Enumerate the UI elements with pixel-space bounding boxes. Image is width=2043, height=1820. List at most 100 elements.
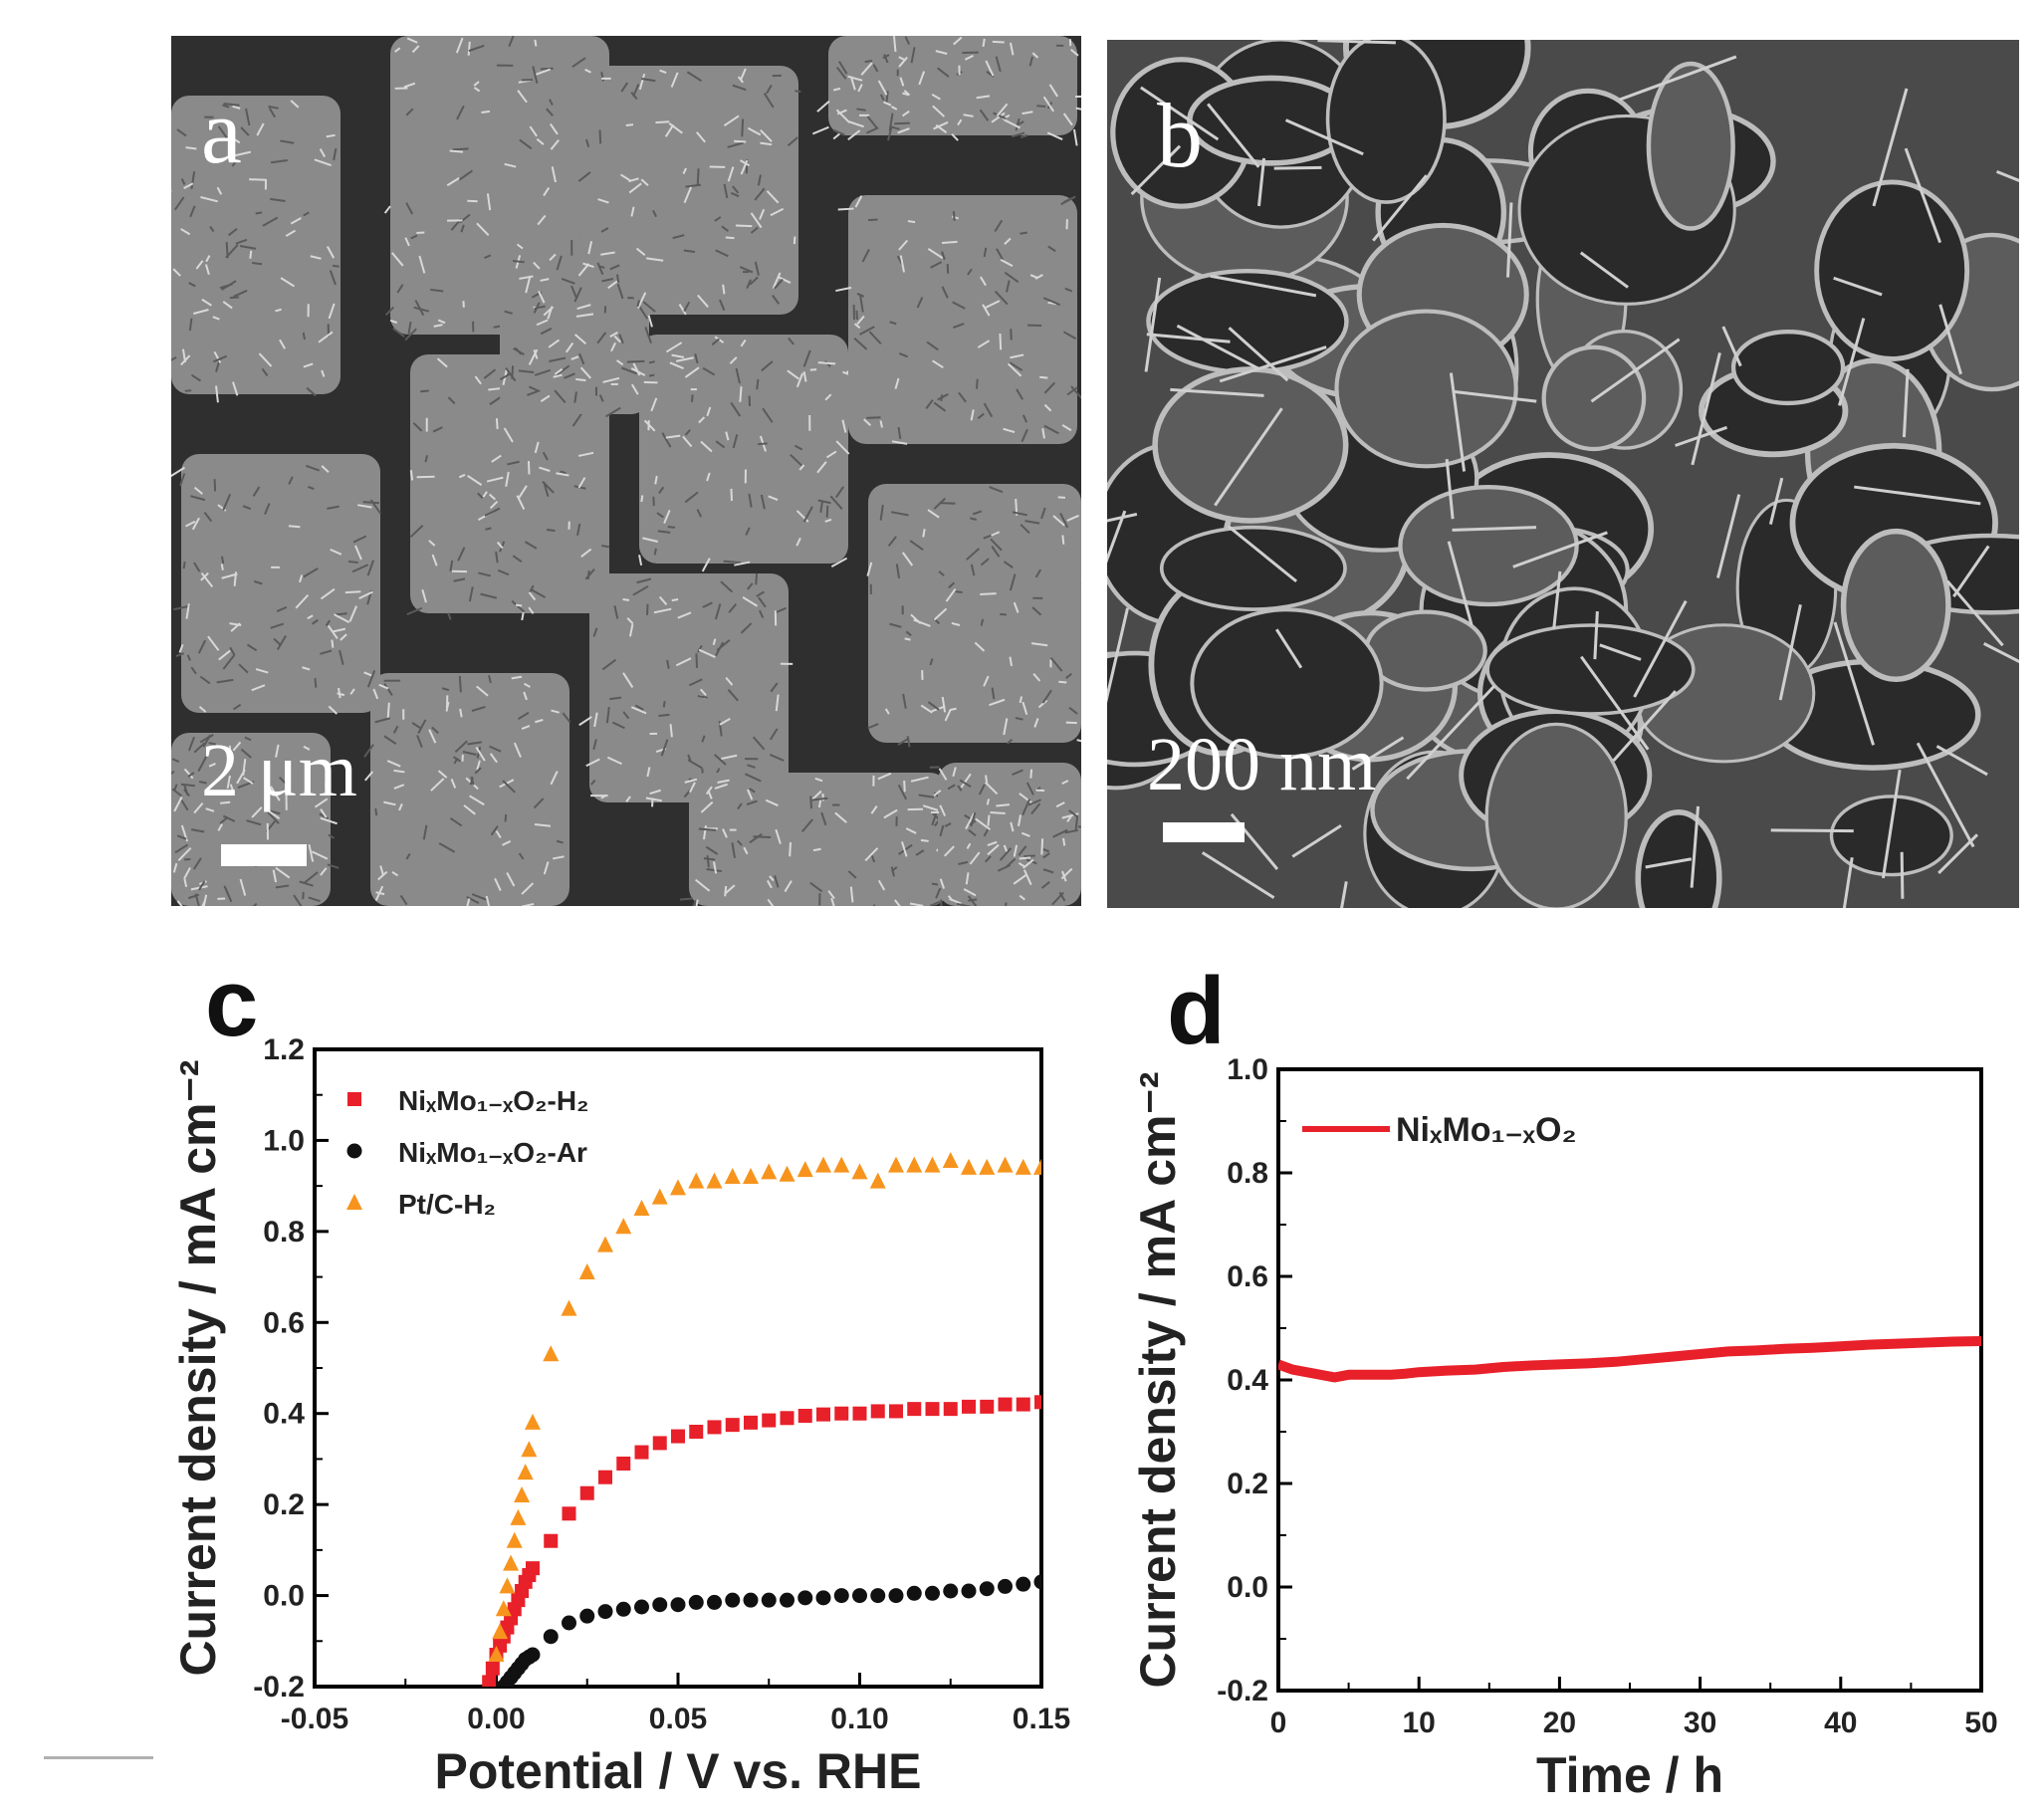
sem-a-flake [698, 648, 716, 658]
sem-a-flake [1020, 523, 1030, 535]
sem-a-flake [319, 148, 327, 157]
data-point [998, 1578, 1013, 1594]
sem-a-flake [564, 372, 575, 379]
sem-a-flake [393, 769, 405, 774]
sem-a-flake [929, 658, 934, 666]
sem-a-flake [827, 890, 835, 900]
sem-a-flake [832, 128, 845, 136]
sem-a-flake [683, 186, 693, 204]
data-point [907, 1402, 922, 1417]
sem-a-flake [600, 794, 607, 799]
sem-a-flake [462, 751, 477, 756]
sem-a-flake [1070, 49, 1079, 57]
sem-a-flake [944, 708, 952, 722]
sem-a-flake [1042, 852, 1050, 859]
sem-a-flake [187, 736, 195, 752]
sem-a-flake [909, 902, 924, 906]
sem-a-flake [889, 321, 897, 326]
sem-b-cell [1398, 485, 1579, 607]
sem-a-cluster [499, 235, 664, 418]
sem-a-flake [521, 725, 531, 731]
sem-a-flake [276, 634, 287, 650]
sem-a-flake [383, 800, 396, 806]
sem-a-flake [570, 355, 579, 360]
sem-a-flake [600, 227, 609, 233]
sem-a-flake [222, 104, 230, 109]
sem-a-flake [1046, 131, 1063, 140]
sem-a-flake [503, 427, 514, 443]
sem-a-flake [1009, 361, 1023, 371]
sem-a-flake [176, 128, 187, 137]
data-point [833, 1588, 849, 1604]
sem-a-flake [860, 62, 873, 76]
data-point [888, 1588, 904, 1604]
sem-a-flake [549, 356, 567, 362]
sem-a-flake [171, 770, 175, 776]
sem-a-flake [278, 776, 288, 786]
data-point [852, 1406, 867, 1421]
data-point [688, 1594, 704, 1610]
sem-a-flake [966, 842, 972, 850]
sem-a-flake [172, 268, 181, 277]
sem-a-flake [1066, 386, 1078, 396]
sem-a-flake [1043, 424, 1059, 435]
sem-a-flake [578, 352, 585, 365]
sem-a-flake [173, 604, 191, 611]
series-2 [488, 1152, 1041, 1662]
sem-a-flake [761, 360, 774, 372]
data-point [521, 1441, 538, 1458]
sem-a-flake [327, 863, 340, 869]
sem-a-flake [1004, 118, 1021, 129]
sem-a-flake [748, 493, 753, 508]
sem-a-flake [1057, 496, 1066, 499]
sem-a-flake [392, 327, 405, 339]
legend-swatch [347, 1092, 361, 1106]
sem-a-flake [948, 581, 956, 589]
sem-a-flake [393, 784, 405, 790]
sem-a-flake [452, 147, 469, 151]
sem-a-flake [727, 166, 735, 182]
sem-a-flake [310, 255, 322, 260]
data-point [997, 1156, 1014, 1173]
sem-a-flake [683, 301, 691, 313]
data-point [925, 1585, 940, 1601]
sem-a-flake [677, 611, 692, 619]
sem-a-flake [698, 827, 717, 831]
data-point [797, 1590, 813, 1606]
sem-a-flake [991, 546, 1001, 558]
sem-a-flake [198, 781, 207, 785]
sem-a-flake [437, 770, 448, 779]
x-tick-label: 0 [1270, 1706, 1287, 1739]
sem-a-flake [217, 125, 229, 139]
sem-a-flake [600, 72, 604, 82]
sem-a-flake [753, 835, 772, 839]
sem-a-flake [970, 811, 977, 827]
sem-b-sheet-edge [1983, 642, 2019, 664]
sem-a-flake [830, 557, 848, 569]
sem-a-flake [229, 646, 236, 657]
sem-a-flake [333, 264, 340, 268]
sem-a-flake [628, 177, 639, 183]
sem-a-flake [795, 510, 809, 523]
sem-a-flake [527, 389, 541, 396]
sem-a-flake [1041, 428, 1045, 439]
sem-a-flake [646, 257, 664, 262]
sem-a-flake [1007, 362, 1022, 377]
sem-a-flake [920, 838, 929, 842]
sem-a-flake [475, 746, 486, 762]
sem-a-flake [203, 152, 209, 159]
y-tick-label: 0.4 [263, 1398, 305, 1431]
sem-a-flake [319, 812, 329, 820]
sem-a-flake [179, 473, 186, 487]
sem-a-flake [525, 541, 538, 550]
sem-a-flake [233, 289, 248, 298]
sem-a-flake [240, 748, 252, 759]
sem-a-flake [609, 696, 622, 701]
sem-a-flake [528, 591, 537, 601]
sem-a-cluster [171, 96, 340, 403]
sem-a-flake [447, 396, 456, 405]
sem-a-flake [825, 450, 837, 459]
sem-a-flake [311, 850, 329, 860]
sem-a-flake [692, 899, 697, 906]
y-tick-label: 0.0 [263, 1580, 305, 1613]
